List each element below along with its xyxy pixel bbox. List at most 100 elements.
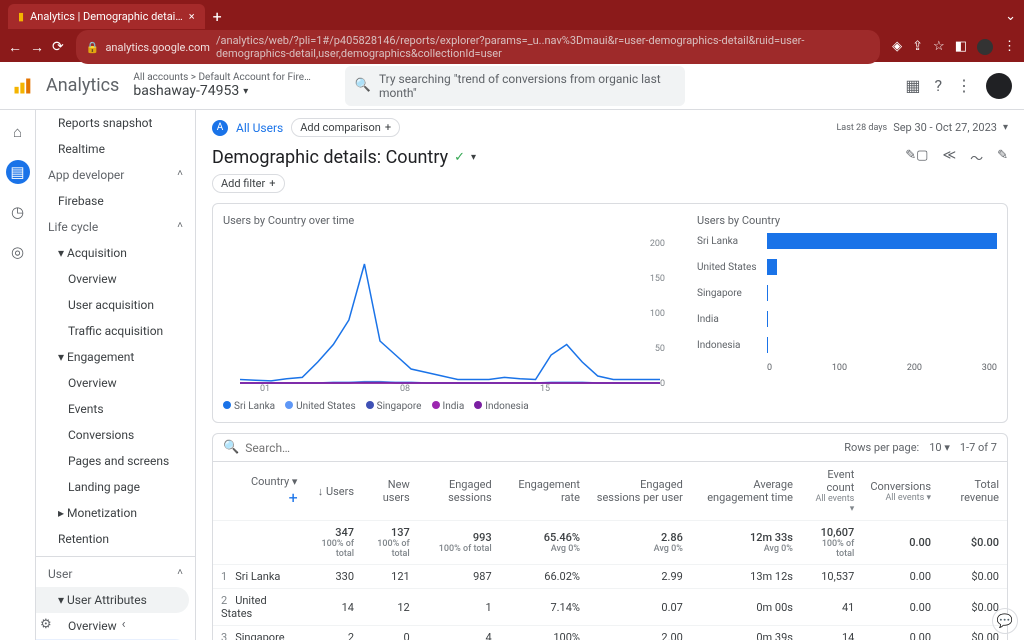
svg-text:100: 100: [650, 309, 665, 319]
dimension-header[interactable]: Country ▾ +: [213, 462, 306, 521]
nav-back-icon[interactable]: ←: [8, 39, 22, 56]
pagination-range: 1-7 of 7: [960, 441, 997, 454]
browser-menu-icon[interactable]: ⋮: [1003, 39, 1016, 55]
profile-icon[interactable]: [977, 39, 993, 55]
report-sidebar: Reports snapshot Realtime App developer˄…: [36, 110, 196, 640]
tab-close-icon[interactable]: ×: [189, 10, 195, 23]
collapse-sidebar-icon[interactable]: ‹: [122, 617, 126, 632]
chart-legend: Sri Lanka United States Singapore India Indo…: [223, 401, 677, 412]
rail-home-icon[interactable]: ⌂: [6, 120, 30, 144]
sidebar-item-acquisition[interactable]: ▾ Acquisition: [36, 240, 195, 266]
breadcrumb[interactable]: All accounts > Default Account for Fire…: [133, 72, 310, 83]
column-header[interactable]: Engagement rate: [500, 462, 588, 521]
rail-explore-icon[interactable]: ◷: [6, 200, 30, 224]
table-row[interactable]: 1Sri Lanka33012198766.02%2.9913m 12s10,5…: [213, 565, 1007, 589]
sidebar-item-firebase[interactable]: Firebase: [36, 188, 195, 214]
svg-text:08: 08: [400, 384, 410, 393]
bar-row: Singapore: [697, 285, 997, 301]
global-search[interactable]: 🔍 Try searching "trend of conversions fr…: [345, 66, 685, 106]
legend-item[interactable]: Singapore: [366, 401, 422, 412]
rows-per-page-select[interactable]: 10 ▾: [929, 441, 950, 454]
sidebar-item-reports-snapshot[interactable]: Reports snapshot: [36, 110, 195, 136]
all-users-label[interactable]: All Users: [236, 121, 283, 135]
help-icon[interactable]: ?: [934, 76, 942, 95]
new-tab-button[interactable]: +: [213, 7, 222, 26]
legend-item[interactable]: India: [432, 401, 465, 412]
customize-icon[interactable]: ✎▢: [905, 148, 928, 167]
kebab-menu-icon[interactable]: ⋮: [956, 76, 972, 95]
tabstrip-dropdown-icon[interactable]: ⌄: [1005, 9, 1016, 24]
search-placeholder: Try searching "trend of conversions from…: [379, 72, 675, 100]
bar-row: Indonesia: [697, 337, 997, 353]
rail-advertising-icon[interactable]: ◎: [6, 240, 30, 264]
sidebar-item-overview[interactable]: Overview: [36, 370, 195, 396]
bar-row: Sri Lanka: [697, 233, 997, 249]
column-header[interactable]: Event countAll events ▾: [801, 462, 862, 521]
title-dropdown-icon[interactable]: ▾: [471, 152, 476, 163]
sidebar-section-app-developer[interactable]: App developer˄: [36, 162, 195, 188]
settings-icon[interactable]: ⚙: [40, 617, 52, 632]
nav-reload-icon[interactable]: ⟳: [52, 39, 64, 56]
sidebar-item-pages-and-screens[interactable]: Pages and screens: [36, 448, 195, 474]
apps-icon[interactable]: ▦: [905, 76, 920, 95]
plus-icon: +: [269, 177, 275, 190]
browser-toolbar: ← → ⟳ 🔒 analytics.google.com/analytics/w…: [0, 32, 1024, 62]
table-row[interactable]: 2United States141217.14%0.070m 00s410.00…: [213, 589, 1007, 626]
url-path: /analytics/web/?pli=1#/p405828146/report…: [216, 34, 870, 60]
column-header[interactable]: ConversionsAll events ▾: [862, 462, 939, 521]
legend-item[interactable]: Sri Lanka: [223, 401, 275, 412]
tab-title: Analytics | Demographic detai…: [30, 10, 183, 23]
search-icon: 🔍: [355, 78, 371, 93]
property-selector[interactable]: bashaway-74953▾: [133, 83, 310, 99]
extension-icon[interactable]: ◈: [892, 39, 902, 55]
sidebar-item-conversions[interactable]: Conversions: [36, 422, 195, 448]
rail-reports-icon[interactable]: ▤: [6, 160, 30, 184]
search-icon: 🔍: [223, 440, 239, 455]
line-chart-title: Users by Country over time: [223, 214, 677, 227]
sidebar-item-events[interactable]: Events: [36, 396, 195, 422]
rows-per-page-label: Rows per page:: [844, 441, 919, 454]
sidebar-item-engagement[interactable]: ▾ Engagement: [36, 344, 195, 370]
sidebar-item-user-acquisition[interactable]: User acquisition: [36, 292, 195, 318]
legend-item[interactable]: Indonesia: [474, 401, 528, 412]
sidebar-item-monetization[interactable]: ▸ Monetization: [36, 500, 195, 526]
column-header[interactable]: ↓ Users: [306, 462, 362, 521]
sidebar-item-traffic-acquisition[interactable]: Traffic acquisition: [36, 318, 195, 344]
user-avatar[interactable]: [986, 73, 1012, 99]
svg-text:0: 0: [660, 379, 665, 389]
divider: [36, 556, 195, 557]
edit-icon[interactable]: ✎: [997, 148, 1008, 167]
table-search-input[interactable]: [245, 441, 838, 455]
legend-item[interactable]: United States: [285, 401, 356, 412]
url-bar[interactable]: 🔒 analytics.google.com/analytics/web/?pl…: [76, 30, 880, 64]
extensions-icon[interactable]: ◧: [955, 39, 967, 55]
sidebar-section-user[interactable]: User˄: [36, 561, 195, 587]
sidebar-item-landing-page[interactable]: Landing page: [36, 474, 195, 500]
all-users-chip-icon[interactable]: A: [212, 120, 228, 136]
feedback-button[interactable]: 💬: [992, 608, 1018, 634]
sidebar-section-life-cycle[interactable]: Life cycle˄: [36, 214, 195, 240]
sidebar-item-user-attributes[interactable]: ▾ User Attributes: [36, 587, 189, 613]
share-report-icon[interactable]: ≪: [942, 148, 956, 167]
column-header[interactable]: New users: [362, 462, 418, 521]
insights-icon[interactable]: 〜: [970, 148, 983, 167]
sidebar-item-overview[interactable]: Overview: [36, 266, 195, 292]
date-range-picker[interactable]: Last 28 days Sep 30 - Oct 27, 2023 ▾: [836, 121, 1008, 134]
column-header[interactable]: Engaged sessions: [418, 462, 500, 521]
add-comparison-button[interactable]: Add comparison +: [291, 118, 400, 137]
sidebar-item-retention[interactable]: Retention: [36, 526, 195, 552]
chevron-down-icon: ▾: [1003, 122, 1008, 133]
svg-text:150: 150: [650, 274, 665, 284]
add-filter-button[interactable]: Add filter +: [212, 174, 285, 193]
bookmark-icon[interactable]: ☆: [933, 39, 945, 55]
column-header[interactable]: Engaged sessions per user: [588, 462, 691, 521]
add-dimension-button[interactable]: +: [289, 488, 298, 507]
browser-tab[interactable]: ▮ Analytics | Demographic detai… ×: [8, 4, 205, 29]
share-icon[interactable]: ⇪: [912, 39, 923, 55]
nav-forward-icon[interactable]: →: [30, 39, 44, 56]
column-header[interactable]: Average engagement time: [691, 462, 801, 521]
table-row[interactable]: 3Singapore204100%2.000m 39s140.00$0.00: [213, 626, 1007, 640]
column-header[interactable]: Total revenue: [939, 462, 1007, 521]
sidebar-item-realtime[interactable]: Realtime: [36, 136, 195, 162]
line-chart: 20015010050001Oct081522: [223, 233, 677, 393]
